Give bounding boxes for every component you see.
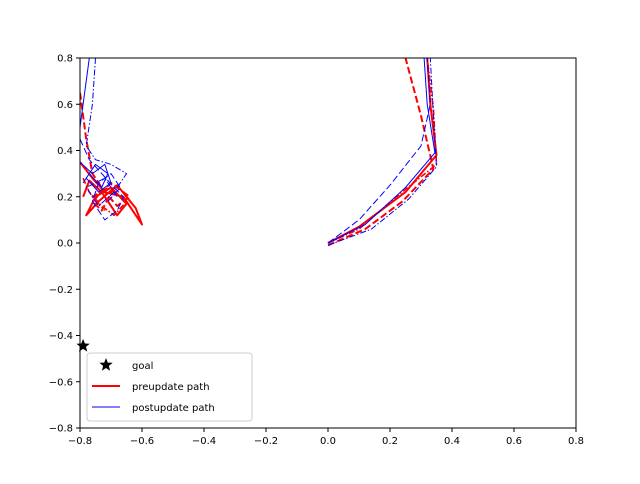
x-tick-label: 0.2 — [382, 436, 398, 447]
postupdate-path-line — [327, 58, 437, 246]
x-axis: −0.8 −0.6 −0.4 −0.2 0.0 0.2 0.4 0.6 0.8 — [68, 428, 584, 447]
x-tick-label: 0.4 — [444, 436, 460, 447]
postupdate-path-line — [80, 138, 124, 221]
preupdate-path-line — [327, 58, 435, 247]
x-tick-label: −0.8 — [68, 436, 92, 447]
postupdate-path-line — [85, 58, 127, 207]
y-tick-label: −0.6 — [49, 377, 73, 388]
preupdate-path-line — [327, 58, 438, 244]
y-tick-label: 0.4 — [57, 146, 73, 157]
legend: goal preupdate path postupdate path — [86, 352, 253, 422]
postupdate-path-line — [80, 58, 112, 193]
y-tick-label: −0.2 — [49, 285, 73, 296]
y-tick-label: −0.8 — [49, 424, 73, 435]
x-tick-label: −0.6 — [130, 436, 154, 447]
y-tick-label: 0.8 — [57, 54, 73, 65]
x-tick-label: 0.0 — [320, 436, 336, 447]
postupdate-path-line — [327, 58, 431, 244]
x-tick-label: −0.4 — [192, 436, 216, 447]
legend-label: goal — [132, 361, 153, 372]
y-tick-label: −0.4 — [49, 331, 73, 342]
series-layer — [80, 58, 438, 247]
legend-label: preupdate path — [132, 382, 210, 393]
legend-star-marker — [99, 358, 113, 371]
preupdate-path-line — [80, 92, 131, 212]
y-axis: −0.8 −0.6 −0.4 −0.2 0.0 0.2 0.4 0.6 0.8 — [49, 54, 80, 435]
x-tick-label: 0.8 — [568, 436, 584, 447]
goal-star-marker — [76, 338, 90, 352]
postupdate-path-line — [327, 58, 436, 244]
legend-label: postupdate path — [132, 403, 215, 414]
y-tick-label: 0.2 — [57, 192, 73, 203]
y-tick-label: 0.6 — [57, 100, 73, 111]
y-tick-label: 0.0 — [57, 239, 73, 250]
x-tick-label: −0.2 — [254, 436, 278, 447]
preupdate-path-line — [80, 161, 143, 226]
goal-layer — [76, 338, 90, 352]
x-tick-label: 0.6 — [506, 436, 522, 447]
legend-box — [86, 352, 253, 422]
